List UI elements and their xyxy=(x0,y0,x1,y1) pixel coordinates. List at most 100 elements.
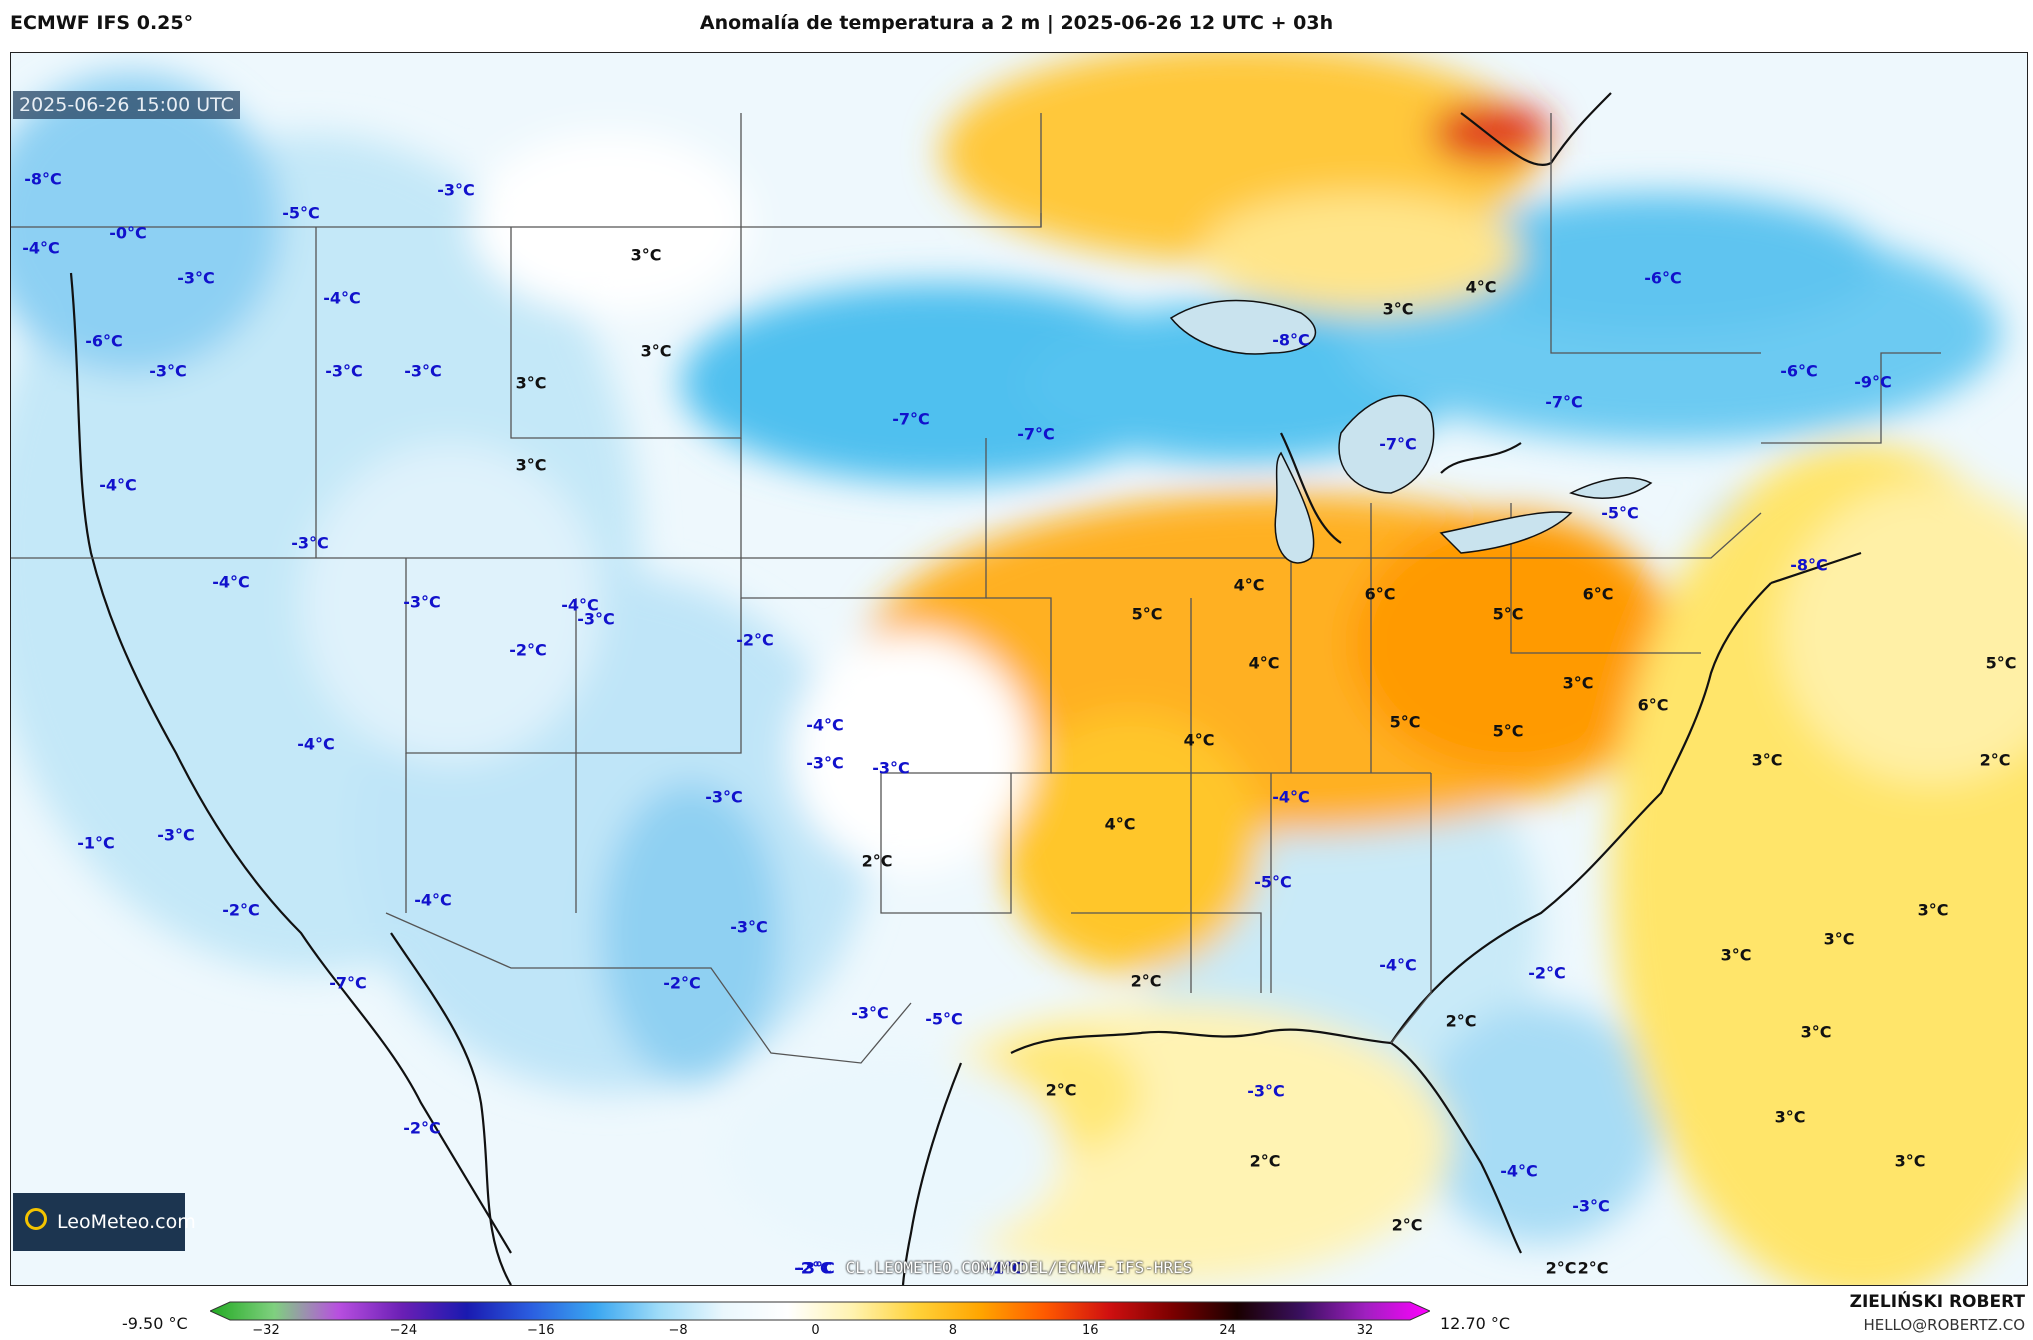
anomaly-label: 4°C xyxy=(1104,814,1136,834)
colorbar-min: -9.50 °C xyxy=(122,1314,188,1333)
anomaly-label: 2°C xyxy=(1391,1215,1423,1235)
anomaly-label: -3°C xyxy=(404,361,442,381)
anomaly-label: -3°C xyxy=(157,825,195,845)
anomaly-field xyxy=(11,53,2027,1285)
anomaly-label: 6°C xyxy=(1582,584,1614,604)
anomaly-label: 3°C xyxy=(1751,750,1783,770)
anomaly-label: 3°C xyxy=(1823,929,1855,949)
anomaly-label: -4°C xyxy=(806,715,844,735)
anomaly-label: 5°C xyxy=(1492,721,1524,741)
colorbar-tick: 32 xyxy=(1356,1323,1374,1338)
anomaly-label: 2°C xyxy=(1979,750,2011,770)
anomaly-label: 2°C xyxy=(1045,1080,1077,1100)
anomaly-label: -8°C xyxy=(1272,330,1310,350)
anomaly-label: -3°C xyxy=(1572,1196,1610,1216)
anomaly-label: -4°C xyxy=(212,572,250,592)
anomaly-label: -6°C xyxy=(85,331,123,351)
colorbar-max: 12.70 °C xyxy=(1440,1314,1511,1333)
anomaly-label: -4°C xyxy=(414,890,452,910)
leometeo-logo[interactable]: LeoMeteo.com xyxy=(13,1193,196,1251)
colorbar-tick: 24 xyxy=(1219,1323,1236,1338)
anomaly-label: 3°C xyxy=(515,455,547,475)
anomaly-label: -9°C xyxy=(1854,372,1892,392)
anomaly-label: -5°C xyxy=(925,1009,963,1029)
colorbar-tick: 8 xyxy=(948,1323,958,1338)
anomaly-label: 3°C xyxy=(1774,1107,1806,1127)
source-url: CL.LEOMETEO.COM/MODEL/ECMWF-IFS-HRES xyxy=(845,1258,1193,1277)
author-credit: ZIELIŃSKI ROBERT xyxy=(1849,1292,2025,1312)
anomaly-label: 3°C xyxy=(1894,1151,1926,1171)
anomaly-label: -3°C xyxy=(325,361,363,381)
anomaly-label: 4°C xyxy=(1248,653,1280,673)
anomaly-label: 6°C xyxy=(1637,695,1669,715)
anomaly-label: -4°C xyxy=(1272,787,1310,807)
anomaly-label: -2°C xyxy=(663,973,701,993)
anomaly-label: -5°C xyxy=(282,203,320,223)
colorbar-tick: −24 xyxy=(389,1323,418,1338)
colorbar-tick: −16 xyxy=(527,1323,555,1338)
anomaly-label: 4°C xyxy=(1233,575,1265,595)
anomaly-label: 4°C xyxy=(1183,730,1215,750)
colorbar-tick: 16 xyxy=(1081,1323,1099,1338)
anomaly-label: 5°C xyxy=(1492,604,1524,624)
anomaly-label: 2°C xyxy=(1445,1011,1477,1031)
sun-icon xyxy=(25,1208,47,1230)
anomaly-label: -8°C xyxy=(1790,555,1828,575)
anomaly-label: -8°C xyxy=(24,169,62,189)
anomaly-label: -3°C xyxy=(149,361,187,381)
anomaly-label: -2°C xyxy=(509,640,547,660)
anomaly-label: 5°C xyxy=(1131,604,1163,624)
logo-text: LeoMeteo.com xyxy=(57,1211,196,1233)
anomaly-label: -4°C xyxy=(297,734,335,754)
anomaly-label: -3°C xyxy=(291,533,329,553)
anomaly-label: 2°C xyxy=(1577,1258,1609,1278)
anomaly-label: -6°C xyxy=(1780,361,1818,381)
great-lakes xyxy=(1169,299,1653,564)
valid-time: 2025-06-26 15:00 UTC xyxy=(13,91,240,119)
anomaly-label: -3°C xyxy=(851,1003,889,1023)
anomaly-label: -2°C xyxy=(403,1118,441,1138)
anomaly-label: -6°C xyxy=(1644,268,1682,288)
anomaly-map[interactable]: 2025-06-26 15:00 UTC -8°C -4°C -0°C -5°C -3°… xyxy=(10,52,2028,1286)
anomaly-label: 6°C xyxy=(1364,584,1396,604)
anomaly-label: -7°C xyxy=(1379,434,1417,454)
map-canvas xyxy=(11,53,2027,1285)
anomaly-label: 3°C xyxy=(515,373,547,393)
anomaly-label: 2°C xyxy=(1545,1258,1577,1278)
anomaly-label: -2°C xyxy=(1528,963,1566,983)
map-title: Anomalía de temperatura a 2 m | 2025-06-… xyxy=(699,12,1334,34)
anomaly-label: -3°C xyxy=(705,787,743,807)
anomaly-label: 3°C xyxy=(1800,1022,1832,1042)
colorbar xyxy=(210,1301,1430,1321)
anomaly-label: 2°C xyxy=(1130,971,1162,991)
anomaly-label: 5°C xyxy=(1985,653,2017,673)
anomaly-label: -4°C xyxy=(99,475,137,495)
anomaly-label: -3°C xyxy=(403,592,441,612)
anomaly-label: -3°C xyxy=(872,758,910,778)
anomaly-label: -7°C xyxy=(1017,424,1055,444)
anomaly-label: -1°C xyxy=(986,1258,1024,1278)
coastlines xyxy=(69,92,1862,1285)
anomaly-label: -3°C xyxy=(177,268,215,288)
anomaly-label: -4°C xyxy=(323,288,361,308)
anomaly-label: -4°C xyxy=(22,238,60,258)
anomaly-label: -3°C xyxy=(806,753,844,773)
anomaly-label: 3°C xyxy=(1382,299,1414,319)
anomaly-label: 2°C xyxy=(1249,1151,1281,1171)
author-email: HELLO@ROBERTZ.CO xyxy=(1863,1316,2025,1334)
anomaly-label: -1°C xyxy=(77,833,115,853)
state-borders xyxy=(11,113,1941,1064)
anomaly-label: -2°C xyxy=(794,1258,832,1278)
anomaly-label: -3°C xyxy=(437,180,475,200)
anomaly-label: -3°C xyxy=(1247,1081,1285,1101)
anomaly-label: 3°C xyxy=(1720,945,1752,965)
anomaly-label: -2°C xyxy=(736,630,774,650)
anomaly-label: -5°C xyxy=(1601,503,1639,523)
anomaly-label: -7°C xyxy=(892,409,930,429)
colorbar-tick: 0 xyxy=(811,1323,820,1338)
anomaly-label: -7°C xyxy=(1545,392,1583,412)
anomaly-label: -4°C xyxy=(1500,1161,1538,1181)
model-name: ECMWF IFS 0.25° xyxy=(10,12,194,34)
anomaly-label: 2°C xyxy=(861,851,893,871)
anomaly-label: -3°C xyxy=(577,609,615,629)
